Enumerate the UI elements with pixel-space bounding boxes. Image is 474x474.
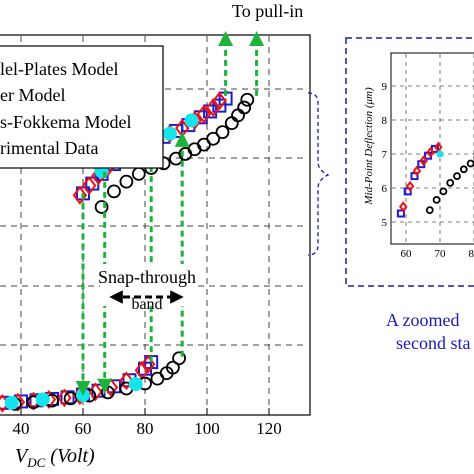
inset-palmer-fokkema-point [412, 165, 422, 177]
inset-experimental-data-point [459, 165, 468, 174]
x-axis-label-symbol: V [15, 445, 30, 467]
snap-through-annotation: Snap-through band [98, 264, 196, 313]
inset-y-tick-label: 6 [382, 183, 388, 195]
pull-in-annotation: To pull-in [232, 1, 303, 21]
experimental-data-point [172, 351, 187, 366]
highlighted-point [162, 126, 177, 141]
legend-item-palmer-fokkema: s-Fokkema Model [0, 112, 131, 132]
main-x-tick-label: 80 [137, 419, 154, 438]
inset-experimental-data-point [453, 172, 461, 181]
main-x-tick-label: 120 [256, 419, 282, 438]
inset-experimental-data-point [466, 159, 474, 168]
inset-experimental-data-point [446, 178, 455, 187]
x-axis-label: VDC (Volt) [15, 445, 95, 470]
palmer-fokkema-point [196, 104, 212, 124]
inset-y-tick-label: 5 [382, 217, 388, 229]
palmer-fokkema-point [57, 388, 72, 408]
experimental-data-point [240, 92, 255, 107]
legend-item-fringing: er Model [0, 85, 65, 105]
palmer-fokkema-point [72, 185, 88, 205]
inset-plot-frame [390, 52, 474, 245]
snap-through-label: Snap-through [98, 267, 196, 287]
experimental-data-point [119, 174, 134, 189]
main-plot: 40 60 80 100 120 VDC (Volt) To pull-in lel-P… [0, 1, 330, 470]
x-axis-label-unit: (Volt) [45, 445, 95, 467]
experimental-data-point [131, 166, 146, 181]
zoom-caption-line2: second sta [396, 333, 470, 353]
inset-fringing-model-point [396, 209, 405, 218]
experimental-data-point [231, 108, 245, 123]
highlighted-point [76, 388, 90, 403]
legend-item-experimental: rimental Data [0, 138, 98, 158]
inset-palmer-fokkema-point [419, 155, 428, 167]
experimental-data-point [237, 100, 252, 115]
inset-y-axis-label: Mid-Point Deflection (μm) [363, 87, 375, 206]
inset-x-tick-label: 70 [435, 248, 447, 260]
inset-experimental-data-point [439, 187, 448, 196]
main-x-tick-label: 100 [194, 419, 220, 438]
palmer-fokkema-point [119, 371, 134, 391]
legend-item-parallel-plates: lel-Plates Model [0, 59, 118, 79]
legend: lel-Plates Model er Model s-Fokkema Mode… [0, 45, 164, 169]
inset-palmer-fokkema-point [399, 201, 408, 213]
palmer-fokkema-point [81, 176, 97, 195]
inset-highlighted-point [436, 150, 444, 158]
experimental-data-point [94, 200, 109, 214]
main-x-ticks: 40 60 80 100 120 [13, 408, 282, 438]
legend-box [0, 45, 164, 169]
inset-experimental-data-point [425, 206, 434, 215]
highlighted-point [4, 395, 19, 410]
snap-through-band-label: band [131, 296, 162, 313]
inset-y-tick-label: 7 [382, 149, 388, 161]
x-axis-label-subscript: DC [26, 455, 45, 470]
experimental-data-point [215, 125, 230, 140]
highlighted-point [128, 377, 143, 392]
inset-y-tick-label: 9 [382, 81, 388, 93]
experimental-data-point [107, 184, 121, 199]
inset-series-group [396, 141, 474, 218]
main-x-tick-label: 40 [13, 419, 30, 438]
zoom-caption-line1: A zoomed [386, 310, 460, 330]
inset-brace [307, 92, 330, 256]
experimental-data-point [224, 116, 239, 131]
experimental-data-point [206, 131, 221, 146]
zoom-inset-border [345, 37, 474, 287]
inset-y-tick-label: 8 [382, 115, 388, 127]
inset-experimental-data-point [432, 195, 441, 204]
highlighted-point [35, 392, 50, 407]
inset-x-tick-label: 60 [401, 248, 413, 260]
main-x-tick-label: 60 [75, 419, 92, 438]
inset-ticks: 60 70 80 5 6 7 8 9 [382, 81, 474, 260]
inset-palmer-fokkema-point [405, 180, 415, 192]
main-plot-frame [0, 34, 311, 416]
inset-palmer-fokkema-point [426, 146, 435, 158]
experimental-data-point [63, 391, 78, 406]
palmer-fokkema-point [212, 91, 227, 111]
experimental-data-point [165, 360, 180, 375]
inset-x-tick-label: 80 [469, 248, 474, 260]
highlighted-point [184, 113, 199, 128]
zoom-inset: 60 70 80 5 6 7 8 9 Mid-Point Deflection (μm) A … [345, 37, 474, 353]
transition-arrows [75, 31, 265, 396]
